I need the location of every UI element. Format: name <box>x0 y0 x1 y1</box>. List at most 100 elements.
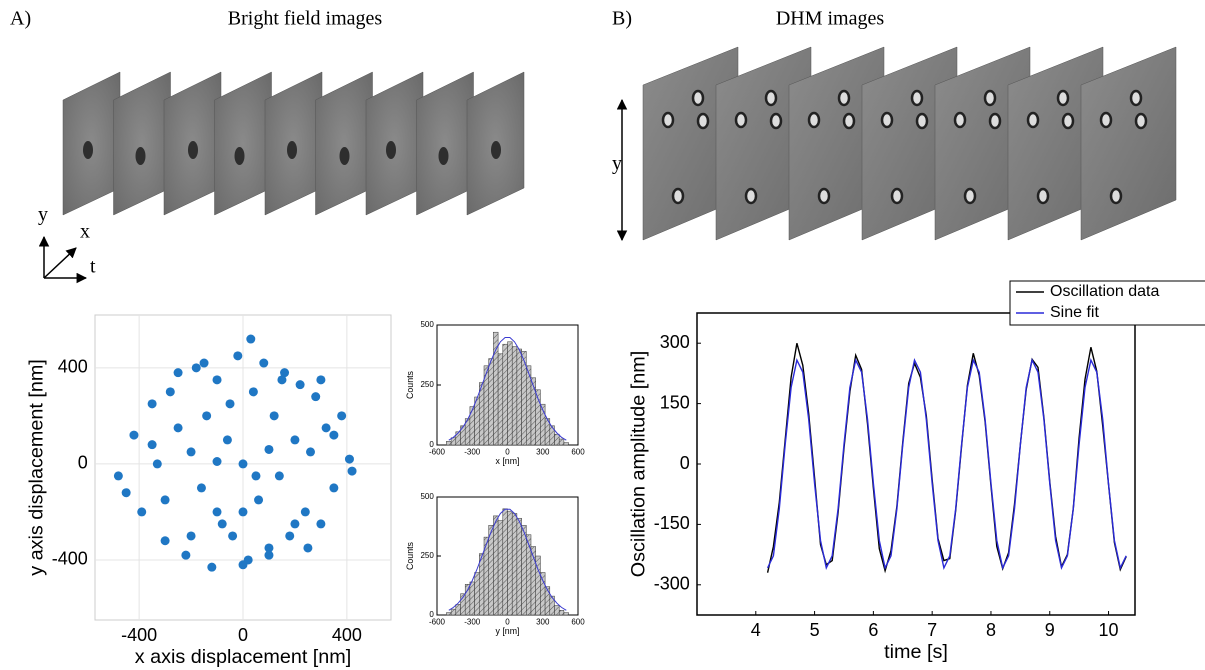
particle <box>744 187 758 205</box>
scatter-point <box>306 447 316 457</box>
particle <box>837 89 851 107</box>
particle <box>915 112 929 130</box>
scatter-point <box>290 435 300 445</box>
x-tick-label: 5 <box>810 620 820 640</box>
x-tick-label: 400 <box>332 625 362 645</box>
bright-field-image <box>365 71 424 216</box>
particle <box>983 89 997 107</box>
x-tick-label: 600 <box>571 617 585 626</box>
scatter-point <box>300 507 310 517</box>
histogram-bar <box>558 438 565 446</box>
particle <box>734 111 748 129</box>
histogram-bar <box>493 515 499 616</box>
particle <box>953 111 967 129</box>
particle <box>671 187 685 205</box>
scatter-point <box>113 471 123 481</box>
x-tick-label: 0 <box>505 617 510 626</box>
scatter-point <box>160 536 170 546</box>
x-tick-label: 300 <box>536 447 550 456</box>
particle <box>880 111 894 129</box>
y-tick-label: -300 <box>654 574 690 594</box>
histogram-bar <box>479 382 485 446</box>
histogram-bar <box>497 353 504 446</box>
y-tick-label: -400 <box>52 549 88 569</box>
scatter-point <box>222 435 232 445</box>
x-axis-label: time [s] <box>884 641 948 663</box>
particle <box>807 111 821 129</box>
histogram-bar <box>558 610 565 616</box>
legend: Oscillation data Sine fit <box>1009 280 1205 326</box>
x-tick-label: 6 <box>868 620 878 640</box>
scatter-point <box>147 399 157 409</box>
y-axis-label: Counts <box>405 541 415 569</box>
scatter-point <box>165 387 175 397</box>
particle <box>1036 187 1050 205</box>
particle <box>386 141 396 159</box>
particle <box>339 147 350 165</box>
scatter-point <box>274 471 284 481</box>
histogram-bar <box>507 510 513 616</box>
histogram-bar <box>502 508 508 616</box>
fit-curve <box>448 337 567 441</box>
histogram-bar <box>469 581 475 616</box>
scatter-point <box>173 423 183 433</box>
scatter-point <box>248 387 258 397</box>
y-tick-label: 0 <box>78 453 88 473</box>
arrow <box>43 247 77 279</box>
chart: 4 5 6 7 8 9 10 -300 -150 0 150 300 time [s] Oscillati… <box>628 280 1205 663</box>
particle <box>696 112 710 130</box>
y-tick-label: 500 <box>420 492 434 501</box>
bright-field-image <box>113 71 171 216</box>
particle <box>234 147 245 165</box>
bright-field-image <box>62 71 121 216</box>
scatter-point <box>264 550 274 560</box>
bright-field-image <box>214 71 272 216</box>
panel-title: Bright field images <box>228 8 383 30</box>
axis-glyph-label: y <box>38 204 48 226</box>
x-tick-label: 0 <box>238 625 248 645</box>
scatter-point <box>217 519 227 529</box>
x-axis-label: y [nm] <box>496 626 520 636</box>
scatter-point <box>246 334 256 344</box>
scatter-point <box>295 380 305 390</box>
x-axis-label: x [nm] <box>496 456 520 466</box>
x-tick-label: 600 <box>571 447 585 456</box>
particle <box>287 141 297 159</box>
histogram-bar <box>554 605 560 616</box>
image-stacks <box>62 46 1177 241</box>
scatter-point <box>280 368 290 378</box>
particle <box>661 111 675 129</box>
particle <box>1129 89 1143 107</box>
particle <box>188 141 198 159</box>
y-axis-label: y axis displacement [nm] <box>26 359 48 576</box>
axis-glyph-label: x <box>80 221 90 243</box>
legend-label: Sine fit <box>1050 304 1099 321</box>
scatter-point <box>228 531 238 541</box>
histogram-bar <box>479 553 485 616</box>
scatter-point <box>191 363 201 373</box>
particle <box>1099 111 1113 129</box>
x-tick-label: -400 <box>121 625 157 645</box>
scatter-point <box>290 519 300 529</box>
scatter-point <box>152 459 162 469</box>
y-tick-label: 250 <box>420 551 434 560</box>
particle <box>890 187 904 205</box>
scatter-point <box>277 375 287 385</box>
particle <box>988 112 1002 130</box>
particle <box>83 141 93 159</box>
histogram-bar <box>521 525 527 616</box>
x-tick-label: -600 <box>429 617 446 626</box>
histogram-bar <box>455 431 461 446</box>
histogram-bar <box>516 517 522 616</box>
x-tick-label: 10 <box>1099 620 1119 640</box>
scatter-point <box>199 358 209 368</box>
particle <box>1061 112 1075 130</box>
scatter-point <box>186 531 196 541</box>
x-axis-label: x axis displacement [nm] <box>135 646 352 668</box>
panel-title: DHM images <box>776 8 885 30</box>
bright-field-image <box>315 71 373 216</box>
y-axis-label: Counts <box>405 370 415 398</box>
scatter-point <box>285 531 295 541</box>
